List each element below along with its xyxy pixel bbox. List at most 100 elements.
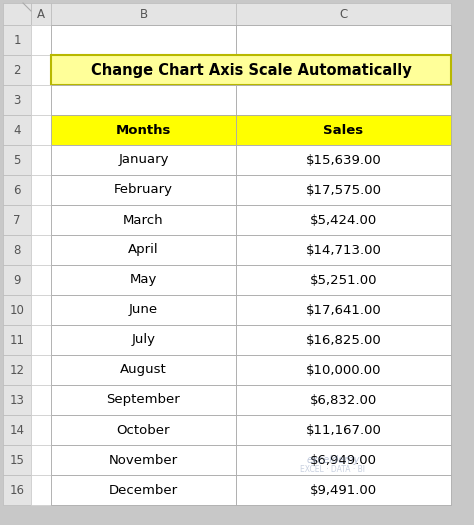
Bar xyxy=(51,265,236,295)
Bar xyxy=(31,445,51,475)
Text: April: April xyxy=(128,244,159,257)
Text: 8: 8 xyxy=(13,244,21,257)
Bar xyxy=(51,445,236,475)
Bar xyxy=(51,55,451,85)
Bar xyxy=(31,385,51,415)
Text: 5: 5 xyxy=(13,153,21,166)
Text: $14,713.00: $14,713.00 xyxy=(306,244,382,257)
Bar xyxy=(3,85,31,115)
Bar xyxy=(236,355,451,385)
Bar xyxy=(3,145,31,175)
Bar xyxy=(3,175,31,205)
Bar xyxy=(51,25,236,55)
Text: exceldemy: exceldemy xyxy=(306,455,359,465)
Bar xyxy=(51,175,236,205)
Text: A: A xyxy=(37,7,45,20)
Bar xyxy=(236,385,451,415)
Bar xyxy=(31,475,51,505)
Text: October: October xyxy=(117,424,170,436)
Bar xyxy=(31,235,51,265)
Bar xyxy=(3,3,31,25)
Bar xyxy=(3,385,31,415)
Bar xyxy=(51,415,236,445)
Text: 10: 10 xyxy=(9,303,25,317)
Bar xyxy=(3,415,31,445)
Bar xyxy=(51,385,236,415)
Text: Change Chart Axis Scale Automatically: Change Chart Axis Scale Automatically xyxy=(91,62,411,78)
Bar xyxy=(236,235,451,265)
Text: $15,639.00: $15,639.00 xyxy=(306,153,382,166)
Bar xyxy=(3,295,31,325)
Text: 16: 16 xyxy=(9,484,25,497)
Text: June: June xyxy=(129,303,158,317)
Bar xyxy=(236,3,451,25)
Text: 14: 14 xyxy=(9,424,25,436)
Text: March: March xyxy=(123,214,164,226)
Text: C: C xyxy=(339,7,347,20)
Bar xyxy=(31,205,51,235)
Bar xyxy=(3,265,31,295)
Bar xyxy=(236,445,451,475)
Text: $5,251.00: $5,251.00 xyxy=(310,274,377,287)
Text: 1: 1 xyxy=(13,34,21,47)
Text: 7: 7 xyxy=(13,214,21,226)
Bar xyxy=(31,3,51,25)
Bar xyxy=(236,115,451,145)
Bar xyxy=(51,325,236,355)
Text: $5,424.00: $5,424.00 xyxy=(310,214,377,226)
Bar xyxy=(51,85,236,115)
Bar xyxy=(51,355,236,385)
Bar xyxy=(3,445,31,475)
Bar xyxy=(3,25,31,55)
Bar xyxy=(3,325,31,355)
Text: August: August xyxy=(120,363,167,376)
Text: 12: 12 xyxy=(9,363,25,376)
Bar xyxy=(51,205,236,235)
Bar xyxy=(31,145,51,175)
Bar xyxy=(236,295,451,325)
Text: Months: Months xyxy=(116,123,171,136)
Text: EXCEL · DATA · BI: EXCEL · DATA · BI xyxy=(300,465,365,474)
Bar xyxy=(236,265,451,295)
Bar xyxy=(3,235,31,265)
Bar xyxy=(3,475,31,505)
Text: B: B xyxy=(139,7,147,20)
Text: 13: 13 xyxy=(9,394,25,406)
Text: 2: 2 xyxy=(13,64,21,77)
Text: November: November xyxy=(109,454,178,467)
Bar xyxy=(51,475,236,505)
Bar xyxy=(31,115,51,145)
Bar xyxy=(236,205,451,235)
Bar xyxy=(236,145,451,175)
Bar xyxy=(51,295,236,325)
Text: December: December xyxy=(109,484,178,497)
Bar xyxy=(3,115,31,145)
Bar xyxy=(3,355,31,385)
Text: September: September xyxy=(107,394,181,406)
Bar xyxy=(31,85,51,115)
Text: $16,825.00: $16,825.00 xyxy=(306,333,382,346)
Bar xyxy=(3,55,31,85)
Bar xyxy=(31,55,51,85)
Text: $11,167.00: $11,167.00 xyxy=(306,424,382,436)
Text: 3: 3 xyxy=(13,93,21,107)
Bar xyxy=(236,475,451,505)
Text: 15: 15 xyxy=(9,454,25,467)
Text: 4: 4 xyxy=(13,123,21,136)
Bar xyxy=(31,25,51,55)
Bar xyxy=(51,115,236,145)
Bar xyxy=(51,3,236,25)
Text: $17,641.00: $17,641.00 xyxy=(306,303,382,317)
Bar xyxy=(236,325,451,355)
Bar xyxy=(31,175,51,205)
Text: $10,000.00: $10,000.00 xyxy=(306,363,381,376)
Text: $6,832.00: $6,832.00 xyxy=(310,394,377,406)
Bar xyxy=(31,265,51,295)
Bar xyxy=(31,295,51,325)
Text: Sales: Sales xyxy=(323,123,364,136)
Text: May: May xyxy=(130,274,157,287)
Bar xyxy=(3,205,31,235)
Bar xyxy=(236,25,451,55)
Text: $6,949.00: $6,949.00 xyxy=(310,454,377,467)
Text: 9: 9 xyxy=(13,274,21,287)
